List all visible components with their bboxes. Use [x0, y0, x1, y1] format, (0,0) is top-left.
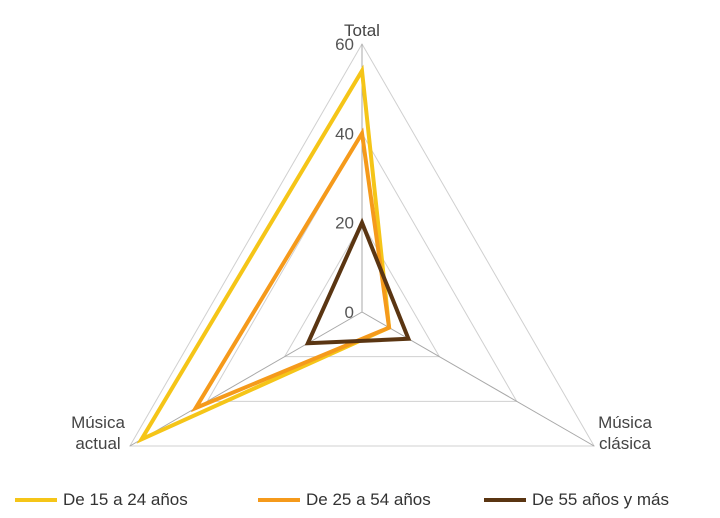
series-line-2: [190, 127, 392, 413]
legend-label-2: De 25 a 54 años: [306, 490, 431, 509]
axis-label-3: Música actual: [71, 413, 125, 453]
tick-label: 40: [335, 124, 354, 143]
grid-ring-60: [129, 42, 595, 447]
radar-series: [136, 64, 412, 444]
grid-ring-20: [283, 221, 441, 358]
series-line-3: [304, 217, 412, 346]
grid-ring-40: [206, 132, 518, 402]
tick-label: 0: [345, 303, 354, 322]
legend-label-3: De 55 años y más: [532, 490, 669, 509]
tick-label: 60: [335, 35, 354, 54]
radial-tick-labels: 0 20 40 60: [335, 35, 354, 322]
radar-grid: [129, 42, 595, 447]
axis-line-2: [361, 311, 595, 447]
tick-label: 20: [335, 214, 354, 233]
series-line-1: [136, 64, 392, 444]
axis-line-3: [129, 311, 363, 447]
legend-label-1: De 15 a 24 años: [63, 490, 188, 509]
axis-label-2: Música clásica: [598, 413, 652, 453]
radar-axes: [129, 44, 595, 447]
axis-labels: Total Música clásica Música actual: [71, 21, 652, 453]
axis-label-1: Total: [344, 21, 380, 40]
legend: De 15 a 24 años De 25 a 54 años De 55 años…: [15, 490, 669, 509]
